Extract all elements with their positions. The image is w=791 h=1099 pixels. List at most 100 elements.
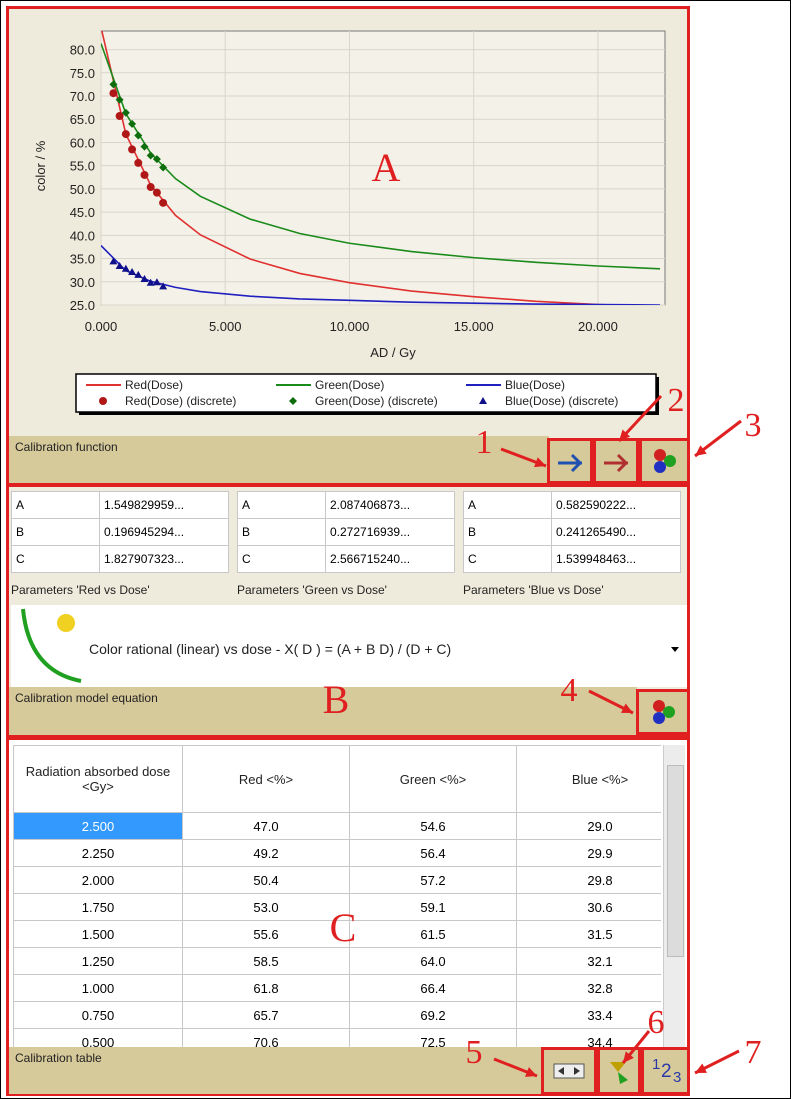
data-point [121,108,130,117]
model-icon [21,608,82,683]
table-viewport: Radiation absorbed dose <Gy> Red <%> Green… [13,745,661,1047]
table-cell: 1.750 [13,893,183,921]
parameter-value: 0.272716939... [325,518,455,546]
table-cell: 1.500 [13,920,183,948]
icon [604,453,629,473]
table-cell: 31.5 [516,920,661,948]
y-tick-label: 80.0 [70,43,95,58]
icon-digit: 1 [652,1056,661,1073]
data-point [152,278,161,286]
icon-digit: 2 [661,1061,672,1082]
legend-marker [289,397,297,405]
scrollbar[interactable] [663,745,685,1047]
icon [653,700,675,724]
data-point [159,282,168,290]
legend-marker [479,397,487,404]
table-cell: 58.5 [182,947,350,975]
annotation-letter: B [323,677,350,722]
parameter-name: B [11,518,100,546]
parameter-name: C [463,545,552,573]
y-tick-label: 40.0 [70,228,95,243]
table-cell: 29.0 [516,812,661,840]
icon [610,1062,628,1084]
data-point [159,198,168,207]
data-point [140,170,149,179]
data-point [134,158,143,167]
icon [558,453,583,473]
number-format-button[interactable]: 1 2 3 [641,1047,690,1095]
table-row: 0.500 70.6 72.5 34.4 [13,1028,661,1047]
table-cell: 0.750 [13,1001,183,1029]
y-tick-label: 70.0 [70,89,95,104]
parameter-value: 1.549829959... [99,491,229,519]
annotation-number: 6 [648,1004,665,1041]
data-point [134,270,143,278]
table-cell: 34.4 [516,1028,661,1047]
fit-button[interactable] [547,438,593,484]
parameter-value: 0.196945294... [99,518,229,546]
annotation-arrowhead [525,1067,537,1077]
parameter-title: Parameters 'Red vs Dose' [11,583,150,597]
annotation-letter: A [372,145,401,190]
column-header: Red <%> [182,745,350,813]
annotation-number: 5 [466,1034,483,1071]
annotation-number: 4 [561,672,578,709]
icon [553,1063,585,1079]
table-cell: 2.500 [13,812,183,840]
table-row: 2.000 50.4 57.2 29.8 [13,866,661,894]
color-button[interactable] [639,438,690,484]
section-label: Calibration function [9,436,549,483]
parameter-row: A 0.582590222... [463,491,681,519]
model-text: Color rational (linear) vs dose - X( D )… [89,641,452,657]
annotation-arrowhead [623,1051,634,1063]
sort-button[interactable] [597,1047,641,1095]
data-point [109,89,118,98]
table-cell: 53.0 [182,893,350,921]
parameter-value: 2.566715240... [325,545,455,573]
table-cell: 1.250 [13,947,183,975]
table-cell: 29.9 [516,839,661,867]
dropdown-arrow [671,647,679,656]
calibration-table: Radiation absorbed dose <Gy> Red <%> Green… [13,745,661,1047]
annotation-arrowhead [695,445,707,456]
data-point [140,274,149,282]
columns-button[interactable] [541,1047,597,1095]
data-point [146,183,155,192]
legend-marker [99,397,107,405]
column-header: Blue <%> [516,745,661,813]
parameter-value: 0.241265490... [551,518,681,546]
table-cell: 70.6 [182,1028,350,1047]
data-point [134,131,143,140]
parameter-row: B 0.196945294... [11,518,229,546]
x-tick-label: 15.000 [454,319,494,334]
scroll-thumb[interactable] [667,765,684,957]
table-row: 2.500 47.0 54.6 29.0 [13,812,661,840]
parameter-title: Parameters 'Green vs Dose' [237,583,387,597]
x-tick-label: 0.000 [85,319,118,334]
parameter-table: A 0.582590222... B 0.241265490... C 1.5399484… [463,491,681,573]
model-combobox[interactable]: Color rational (linear) vs dose - X( D )… [11,605,687,687]
data-point [128,268,137,276]
section-label: Calibration model equation [9,687,637,735]
annotation-arrowhead [695,1063,707,1073]
legend-label: Blue(Dose) (discrete) [505,394,618,408]
parameter-row: C 1.539948463... [463,545,681,573]
parameter-row: A 2.087406873... [237,491,455,519]
parameter-value: 2.087406873... [325,491,455,519]
clear-fit-button[interactable] [593,438,639,484]
legend-label: Red(Dose) (discrete) [125,394,236,408]
data-point [159,163,168,172]
y-tick-label: 55.0 [70,159,95,174]
parameter-value: 1.827907323... [99,545,229,573]
icon [654,449,676,473]
data-point [128,119,137,128]
parameter-row: B 0.272716939... [237,518,455,546]
section-label: Calibration table [9,1047,541,1094]
table-row: 1.750 53.0 59.1 30.6 [13,893,661,921]
y-tick-label: 35.0 [70,252,95,267]
model-color-button[interactable] [636,689,690,735]
table-cell: 32.8 [516,974,661,1002]
table-cell: 50.4 [182,866,350,894]
